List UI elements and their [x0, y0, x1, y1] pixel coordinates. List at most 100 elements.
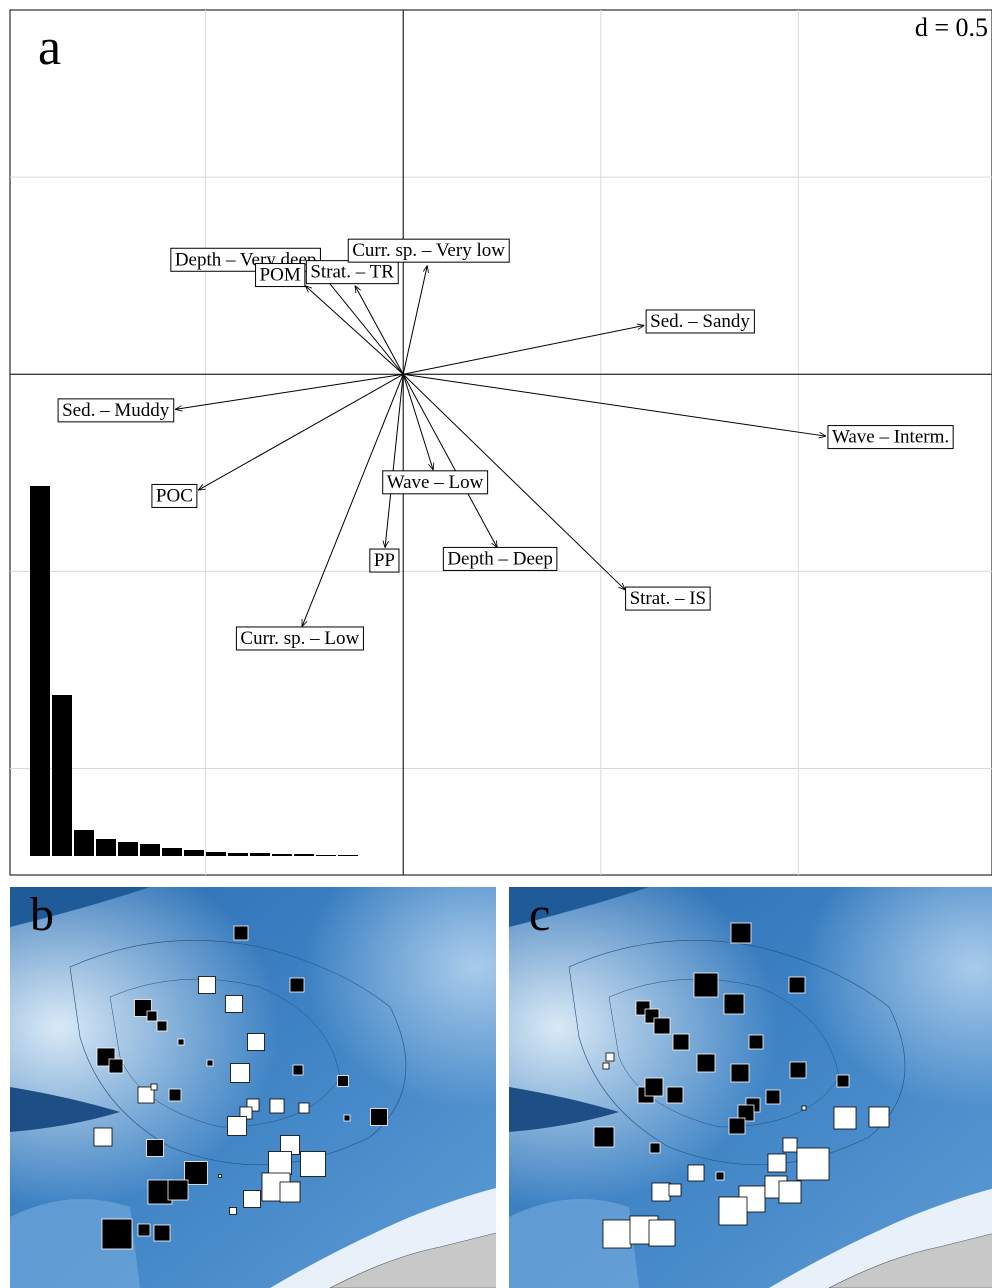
eigenvalue-bar [272, 854, 292, 856]
site-square [837, 1075, 849, 1087]
annotation: d = 0.5 [915, 13, 988, 42]
site-square [168, 1180, 188, 1200]
arrow-label-text: Curr. sp. – Very low [352, 240, 505, 261]
site-square [688, 1165, 704, 1181]
arrow-label: POM [256, 264, 305, 287]
arrow-label-text: PP [374, 550, 395, 571]
site-square [783, 1138, 797, 1152]
eigenvalue-bar [162, 848, 182, 856]
site-square [293, 1065, 303, 1075]
eigenvalue-bar [250, 853, 270, 856]
site-square [280, 1182, 300, 1202]
eigenvalue-bar [30, 486, 50, 856]
site-square [694, 973, 718, 997]
site-square [207, 1060, 213, 1066]
site-square [147, 1011, 157, 1021]
arrow-label: Strat. – TR [306, 261, 398, 284]
site-square [219, 1175, 222, 1178]
site-square [768, 1154, 786, 1172]
site-square [603, 1220, 631, 1248]
site-square [869, 1107, 889, 1127]
arrow-label: Depth – Deep [443, 547, 557, 570]
site-square [652, 1183, 670, 1201]
eigenvalue-bar [96, 839, 116, 856]
eigenvalue-bar [184, 850, 204, 856]
panel-label: c [529, 888, 550, 941]
site-square [594, 1127, 614, 1147]
site-square [154, 1225, 170, 1241]
site-square [802, 1106, 806, 1110]
arrow-label: Wave – Interm. [828, 426, 953, 449]
site-square [673, 1034, 689, 1050]
site-square [138, 1224, 150, 1236]
site-square [749, 1035, 763, 1049]
eigenvalue-bar [206, 852, 226, 856]
site-square [228, 1117, 247, 1136]
site-square [834, 1107, 856, 1129]
arrow-label-text: Wave – Interm. [832, 427, 949, 448]
site-square [649, 1220, 675, 1246]
site-square [731, 923, 751, 943]
panel-label: a [38, 19, 61, 76]
site-square [779, 1181, 801, 1203]
site-square [650, 1143, 660, 1153]
site-square [729, 1118, 745, 1134]
arrow-label: POC [152, 484, 197, 507]
site-square [299, 1103, 309, 1113]
arrow-label: Wave – Low [383, 471, 488, 494]
site-square [697, 1054, 715, 1072]
site-square [270, 1099, 284, 1113]
site-square [301, 1152, 326, 1177]
map-background [509, 887, 992, 1288]
site-square [178, 1039, 184, 1045]
site-square [244, 1191, 261, 1208]
site-square [606, 1053, 614, 1061]
site-square [344, 1115, 350, 1121]
map-background [10, 887, 500, 1288]
arrow-label-text: Curr. sp. – Low [240, 628, 359, 649]
site-square [169, 1089, 181, 1101]
site-square [669, 1184, 681, 1196]
arrow-label-text: POM [260, 265, 301, 286]
arrow-label-text: POC [156, 485, 193, 506]
site-square [234, 926, 248, 940]
site-square [603, 1063, 609, 1069]
site-square [231, 1064, 250, 1083]
arrow-label-text: Depth – Deep [447, 548, 553, 569]
arrow-label: Curr. sp. – Low [236, 627, 363, 650]
site-square [766, 1090, 780, 1104]
site-square [719, 1197, 747, 1225]
eigenvalue-bar [140, 844, 160, 856]
eigenvalue-bar [118, 842, 138, 856]
eigenvalue-bar [228, 853, 248, 856]
panel-label: b [30, 888, 54, 941]
site-square [371, 1109, 388, 1126]
site-square [789, 977, 805, 993]
arrow-label: PP [370, 549, 399, 572]
site-square [269, 1152, 292, 1175]
site-square [226, 996, 243, 1013]
arrow-label-text: Strat. – TR [310, 262, 394, 283]
eigenvalue-bar [294, 854, 314, 856]
site-square [151, 1084, 157, 1090]
site-square [716, 1172, 724, 1180]
site-square [797, 1148, 829, 1180]
site-square [109, 1059, 123, 1073]
site-square [790, 1062, 806, 1078]
site-square [94, 1128, 112, 1146]
eigenvalue-bar [74, 830, 94, 856]
arrow-label: Curr. sp. – Very low [348, 239, 509, 262]
site-square [667, 1087, 683, 1103]
arrow-label: Sed. – Muddy [58, 399, 174, 422]
site-square [338, 1076, 349, 1087]
arrow-label-text: Sed. – Sandy [650, 311, 750, 332]
site-square [724, 994, 744, 1014]
site-square [654, 1018, 670, 1034]
eigenvalue-bar [338, 855, 358, 856]
site-square [102, 1219, 132, 1249]
page: {"chart_data":[ {"type":"biplot","panel_… [0, 0, 992, 1288]
site-square [199, 977, 216, 994]
site-square [731, 1064, 749, 1082]
site-square [230, 1208, 237, 1215]
arrow-label-text: Wave – Low [387, 472, 484, 493]
